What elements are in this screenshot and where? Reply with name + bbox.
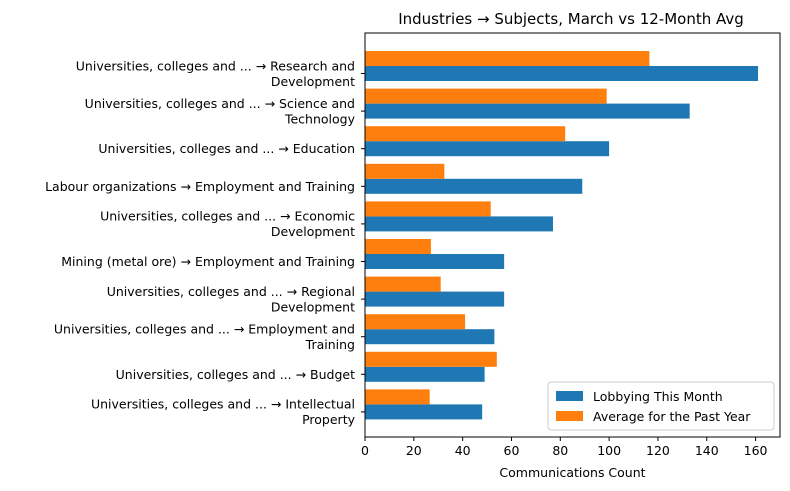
y-tick-label: Universities, colleges and ... → Economi…: [100, 209, 355, 240]
bar-past-year-avg: [365, 276, 441, 292]
bar-past-year-avg: [365, 163, 445, 179]
bar-this-month: [365, 254, 505, 269]
y-tick-label: Universities, colleges and ... → Employm…: [54, 321, 355, 352]
bar-past-year-avg: [365, 126, 566, 142]
x-tick-label: 20: [406, 443, 422, 458]
bar-this-month: [365, 178, 583, 194]
bar-past-year-avg: [365, 51, 650, 66]
bar-this-month: [365, 66, 759, 81]
plot-frame: [364, 32, 781, 438]
legend-swatch: [556, 411, 583, 421]
bar-past-year-avg: [365, 314, 466, 330]
y-tick-label: Universities, colleges and ... → Budget: [116, 367, 355, 382]
bar-this-month: [365, 141, 610, 157]
x-tick-label: 160: [744, 443, 768, 458]
bar-this-month: [365, 404, 483, 420]
bar-past-year-avg: [365, 88, 607, 104]
legend-label: Average for the Past Year: [593, 409, 751, 424]
x-tick-label: 0: [361, 443, 369, 458]
bar-past-year-avg: [365, 201, 491, 217]
y-tick-label: Mining (metal ore) → Employment and Trai…: [61, 254, 355, 269]
x-tick-label: 80: [552, 443, 568, 458]
y-tick-label: Universities, colleges and ... → Educati…: [98, 141, 355, 156]
x-tick-label: 140: [695, 443, 719, 458]
x-tick-label: 40: [455, 443, 471, 458]
legend-swatch: [556, 391, 583, 401]
bar-past-year-avg: [365, 351, 497, 367]
x-tick-label: 120: [646, 443, 670, 458]
bar-this-month: [365, 366, 485, 382]
bar-this-month: [365, 216, 553, 232]
plot-area: Universities, colleges and ... → Researc…: [45, 32, 781, 458]
y-tick-label: Universities, colleges and ... → Researc…: [76, 58, 355, 89]
y-tick-label: Universities, colleges and ... → Regiona…: [107, 284, 355, 315]
y-tick-label: Universities, colleges and ... → Science…: [85, 96, 356, 127]
chart-title: Industries → Subjects, March vs 12-Month…: [398, 10, 744, 28]
x-axis-label: Communications Count: [499, 465, 645, 480]
y-tick-label: Labour organizations → Employment and Tr…: [45, 179, 355, 194]
bar-past-year-avg: [365, 389, 430, 405]
legend-box: [547, 381, 775, 431]
bar-this-month: [365, 291, 505, 307]
bar-this-month: [365, 103, 690, 119]
legend: Lobbying This Month Average for the Past …: [547, 381, 775, 431]
bar-past-year-avg: [365, 239, 431, 254]
x-tick-label: 100: [597, 443, 621, 458]
y-tick-label: Universities, colleges and ... → Intelle…: [91, 397, 356, 428]
legend-label: Lobbying This Month: [593, 389, 723, 404]
x-tick-label: 60: [504, 443, 520, 458]
bar-this-month: [365, 329, 495, 345]
